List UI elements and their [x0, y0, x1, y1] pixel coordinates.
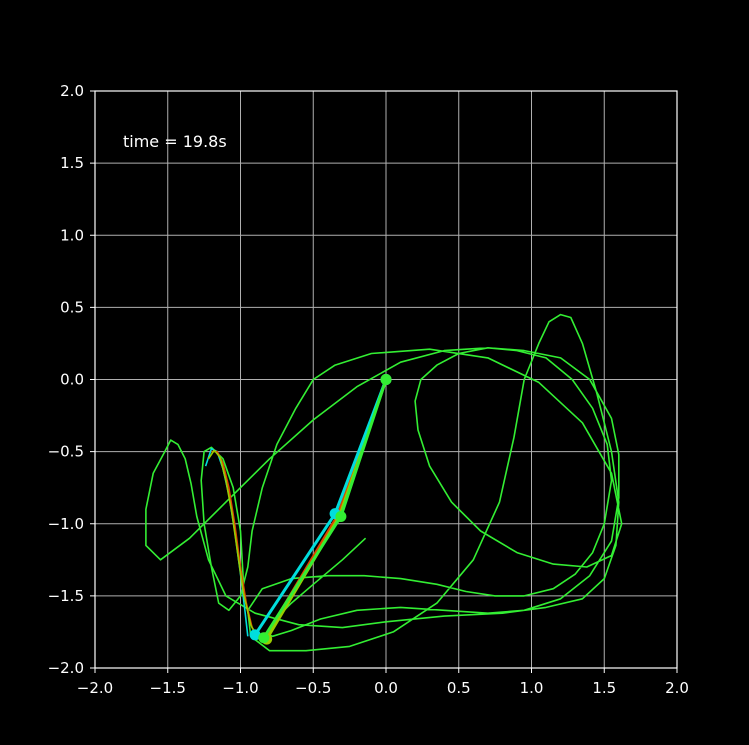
- time-annotation: time = 19.8s: [123, 132, 227, 151]
- y-tick-label: 0.0: [60, 371, 84, 389]
- x-tick-label: 1.5: [592, 679, 616, 697]
- trace-line-3: [207, 449, 259, 640]
- y-tick-label: −1.0: [48, 515, 84, 533]
- x-tick-label: 2.0: [665, 679, 689, 697]
- y-tick-label: −0.5: [48, 443, 84, 461]
- x-tick-label: −2.0: [77, 679, 113, 697]
- x-tick-label: 1.0: [520, 679, 544, 697]
- trace-line-0: [145, 313, 623, 652]
- pendulum-bob-7-1: [335, 511, 347, 523]
- y-tick-label: −1.5: [48, 587, 84, 605]
- pendulum-traces: [145, 313, 623, 652]
- pendulum-bob-7-0: [380, 374, 392, 385]
- x-tick-label: 0.5: [447, 679, 471, 697]
- x-tick-label: −1.0: [222, 679, 258, 697]
- x-tick-label: −1.5: [150, 679, 186, 697]
- y-tick-label: −2.0: [48, 659, 84, 677]
- y-tick-label: 2.0: [60, 82, 84, 100]
- y-tick-label: 1.5: [60, 154, 84, 172]
- x-tick-label: 0.0: [374, 679, 398, 697]
- x-tick-label: −0.5: [295, 679, 331, 697]
- y-tick-label: 1.0: [60, 226, 84, 244]
- axis-ticks: −2.0 −1.5 −1.0 −0.5 0.0 0.5 1.0 1.5 2.0 2.0 1.5 1.0…: [48, 82, 689, 697]
- pendulum-bob-6-2: [249, 629, 261, 641]
- y-tick-label: 0.5: [60, 298, 84, 316]
- pendulum-arms: [249, 374, 392, 645]
- pendulum-bob-7-2: [258, 632, 270, 644]
